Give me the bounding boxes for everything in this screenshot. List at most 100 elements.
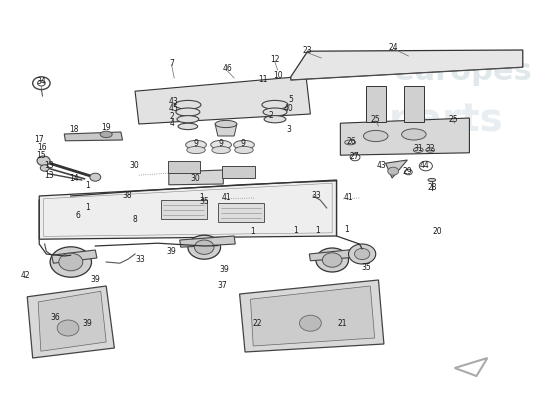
Ellipse shape	[178, 123, 197, 130]
Circle shape	[355, 248, 370, 260]
Polygon shape	[28, 286, 114, 358]
Polygon shape	[240, 280, 384, 352]
Text: 23: 23	[303, 46, 312, 55]
Text: 1: 1	[85, 204, 90, 212]
Ellipse shape	[215, 120, 237, 128]
Circle shape	[90, 173, 101, 181]
Text: 20: 20	[432, 227, 442, 236]
Circle shape	[316, 248, 349, 272]
Polygon shape	[222, 166, 255, 178]
Text: 40: 40	[284, 104, 294, 113]
Polygon shape	[404, 86, 424, 122]
Text: 46: 46	[223, 64, 233, 73]
Text: 8: 8	[133, 215, 138, 224]
Text: 13: 13	[44, 162, 54, 170]
Ellipse shape	[264, 116, 286, 123]
Text: 36: 36	[51, 314, 60, 322]
Polygon shape	[135, 76, 310, 124]
Ellipse shape	[426, 148, 434, 152]
Ellipse shape	[211, 140, 232, 149]
Polygon shape	[161, 200, 207, 219]
Text: 1: 1	[293, 226, 298, 235]
Text: 5: 5	[288, 96, 293, 104]
Text: 41: 41	[344, 194, 353, 202]
Circle shape	[194, 240, 214, 254]
Text: 33: 33	[136, 255, 145, 264]
Ellipse shape	[177, 116, 199, 123]
Ellipse shape	[175, 100, 201, 109]
Text: 1: 1	[199, 193, 204, 202]
Text: 18: 18	[69, 126, 78, 134]
Text: 41: 41	[221, 193, 231, 202]
Text: 39: 39	[90, 275, 100, 284]
Text: 7: 7	[169, 59, 174, 68]
Text: 43: 43	[376, 162, 386, 170]
Circle shape	[388, 167, 399, 175]
Polygon shape	[169, 170, 223, 185]
Text: 37: 37	[217, 281, 227, 290]
Polygon shape	[218, 203, 264, 222]
Text: 9: 9	[241, 140, 246, 148]
Text: 14: 14	[69, 174, 78, 183]
Text: 25: 25	[371, 115, 381, 124]
Text: 33: 33	[311, 191, 321, 200]
Text: 34: 34	[36, 78, 46, 86]
Ellipse shape	[413, 148, 423, 152]
Polygon shape	[250, 286, 375, 346]
Text: 13: 13	[44, 172, 54, 180]
Text: 12: 12	[270, 56, 280, 64]
Text: 25: 25	[448, 115, 458, 124]
Polygon shape	[291, 50, 523, 80]
Polygon shape	[168, 161, 200, 173]
Text: 28: 28	[427, 183, 437, 192]
Text: 39: 39	[167, 248, 177, 256]
Text: 39: 39	[82, 320, 92, 328]
Circle shape	[37, 156, 50, 166]
Text: 29: 29	[403, 167, 412, 176]
Text: europes
a passion for parts... direct: europes a passion for parts... direct	[144, 172, 314, 228]
Text: 2: 2	[268, 112, 273, 120]
Ellipse shape	[364, 130, 388, 142]
Text: 1: 1	[344, 226, 349, 234]
Text: 32: 32	[425, 144, 435, 153]
Text: 6: 6	[75, 212, 80, 220]
Text: 15: 15	[36, 152, 46, 160]
Text: 11: 11	[258, 75, 268, 84]
Ellipse shape	[212, 146, 230, 154]
Ellipse shape	[100, 131, 112, 138]
Text: 30: 30	[190, 174, 200, 183]
Ellipse shape	[186, 140, 206, 149]
Ellipse shape	[235, 146, 253, 154]
Polygon shape	[38, 291, 106, 351]
Text: 19: 19	[101, 124, 111, 132]
Text: 38: 38	[122, 191, 131, 200]
Ellipse shape	[187, 146, 205, 154]
Ellipse shape	[428, 178, 436, 182]
Ellipse shape	[402, 129, 426, 140]
Text: 39: 39	[219, 265, 229, 274]
Text: 26: 26	[346, 137, 356, 146]
Polygon shape	[366, 86, 386, 122]
Text: 3: 3	[286, 126, 291, 134]
Text: 2: 2	[170, 112, 174, 121]
Polygon shape	[340, 118, 469, 155]
Ellipse shape	[263, 108, 287, 116]
Ellipse shape	[262, 100, 288, 109]
Ellipse shape	[176, 108, 200, 116]
Text: 24: 24	[389, 43, 399, 52]
Text: 16: 16	[37, 144, 47, 152]
Text: 9: 9	[219, 139, 223, 148]
Text: 1: 1	[250, 227, 255, 236]
Polygon shape	[386, 160, 408, 178]
Polygon shape	[215, 124, 237, 136]
Circle shape	[300, 315, 321, 331]
Text: 45: 45	[168, 104, 178, 113]
Text: 27: 27	[349, 152, 359, 161]
Polygon shape	[52, 250, 97, 263]
Text: 35: 35	[199, 197, 209, 206]
Circle shape	[188, 235, 221, 259]
Text: 30: 30	[130, 162, 139, 170]
Text: parts: parts	[389, 101, 504, 139]
Text: 4: 4	[169, 120, 174, 128]
Text: 31: 31	[414, 144, 423, 153]
